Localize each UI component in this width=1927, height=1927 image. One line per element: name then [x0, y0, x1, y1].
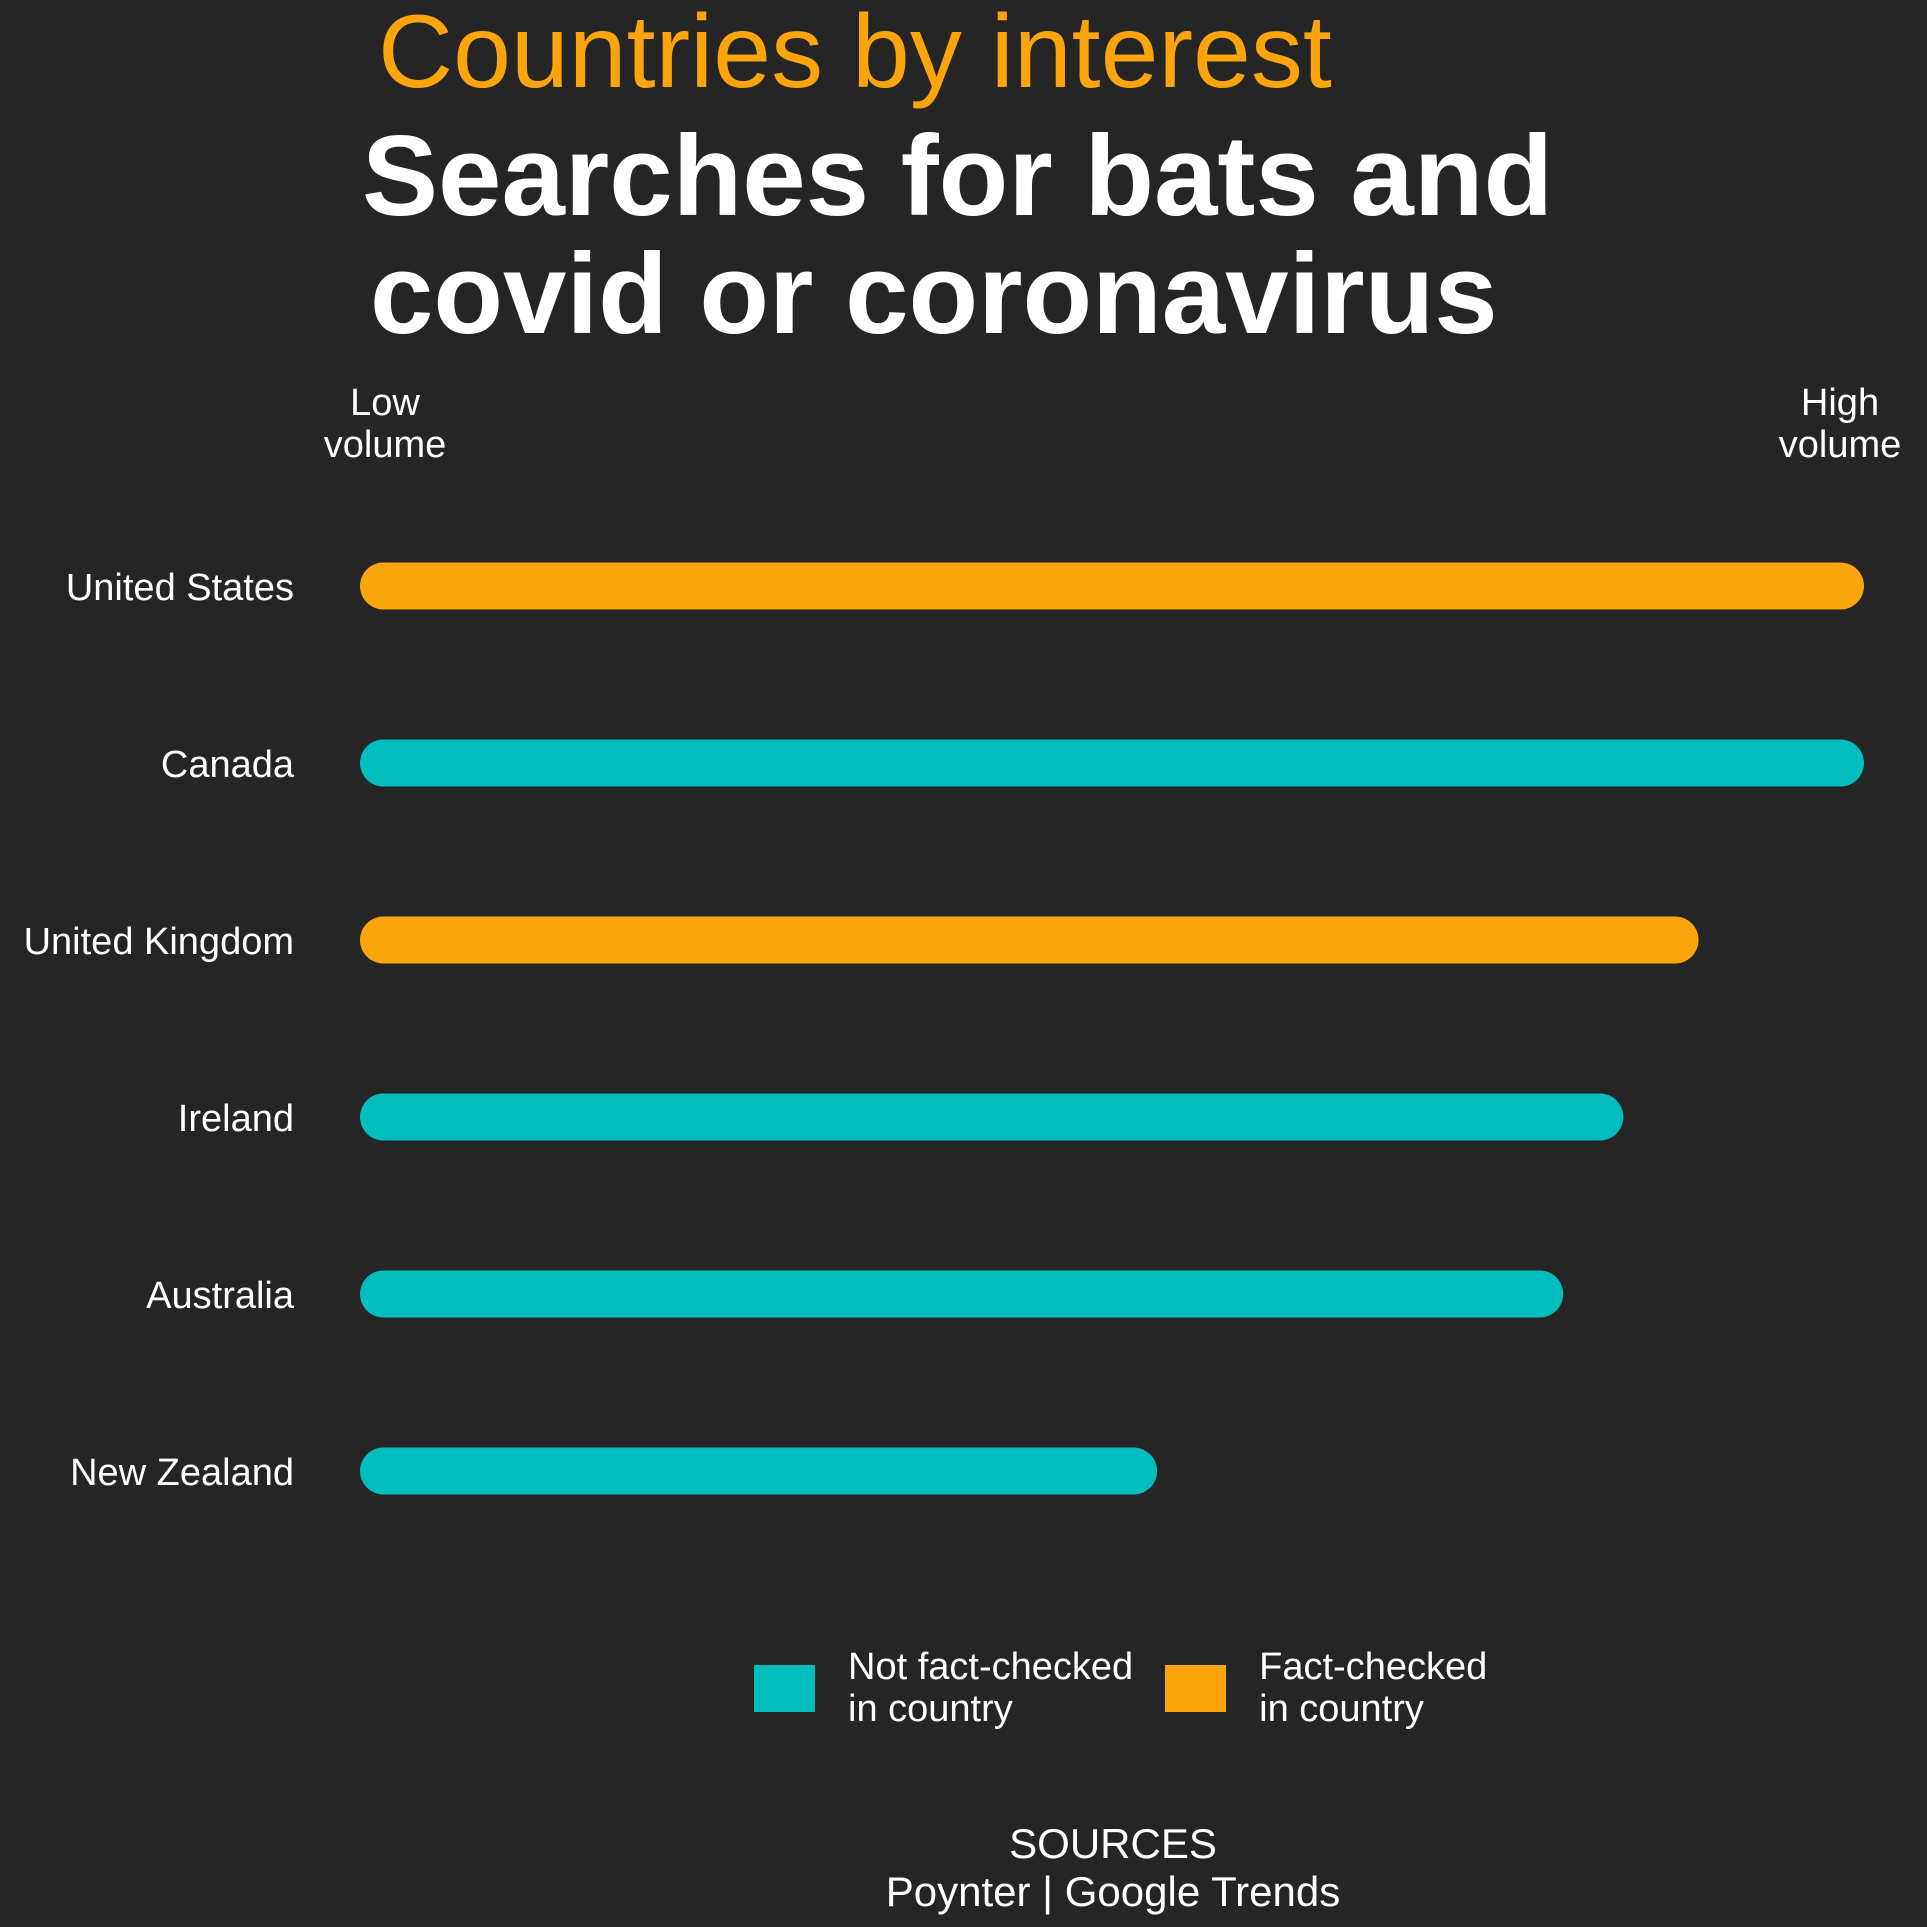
bar	[360, 739, 1864, 787]
legend-swatch-not-fact-checked	[754, 1664, 815, 1712]
legend-label-line-2: in country	[1259, 1688, 1424, 1730]
sources-text: Poynter | Google Trends	[885, 1868, 1341, 1915]
category-label: United States	[66, 567, 294, 609]
scale-low-label: Low volume	[305, 382, 465, 466]
bar	[360, 1447, 1158, 1495]
legend-item-not-fact-checked: Not fact-checked in country	[754, 1646, 1133, 1730]
bar	[360, 1093, 1624, 1141]
scale-low-line-1: Low	[350, 382, 420, 424]
chart-title-line-1: Searches for bats and	[362, 113, 1554, 240]
scale-high-line-2: volume	[1778, 424, 1902, 466]
scale-high-line-1: High	[1800, 382, 1880, 424]
bar	[360, 1270, 1564, 1318]
chart-title-line-2: covid or coronavirus	[370, 231, 1498, 358]
category-label: New Zealand	[70, 1452, 294, 1494]
sources-label: SOURCES	[1009, 1820, 1217, 1867]
category-label: Ireland	[178, 1098, 294, 1140]
category-label: United Kingdom	[24, 921, 294, 963]
legend-label-fact-checked: Fact-checked in country	[1259, 1646, 1487, 1730]
category-label: Australia	[146, 1275, 295, 1317]
category-label: Canada	[161, 744, 295, 786]
legend-label-line-1: Not fact-checked	[848, 1646, 1134, 1688]
legend-label-line-2: in country	[848, 1688, 1013, 1730]
chart-title: Searches for bats and covid or coronavir…	[362, 118, 1553, 354]
chart-legend: Not fact-checked in country Fact-checked…	[754, 1646, 1519, 1730]
bar	[360, 562, 1864, 610]
chart-kicker: Countries by interest	[378, 0, 1332, 110]
scale-low-line-2: volume	[323, 424, 447, 466]
legend-item-fact-checked: Fact-checked in country	[1165, 1646, 1487, 1730]
bar	[360, 916, 1699, 964]
scale-high-label: High volume	[1760, 382, 1920, 466]
legend-label-line-1: Fact-checked	[1259, 1646, 1488, 1688]
sources-footer: SOURCES Poynter | Google Trends	[813, 1820, 1413, 1916]
bar-chart: United States Canada United Kingdom Ireland…	[24, 562, 1864, 1495]
legend-label-not-fact-checked: Not fact-checked in country	[848, 1646, 1133, 1730]
legend-swatch-fact-checked	[1165, 1664, 1227, 1712]
